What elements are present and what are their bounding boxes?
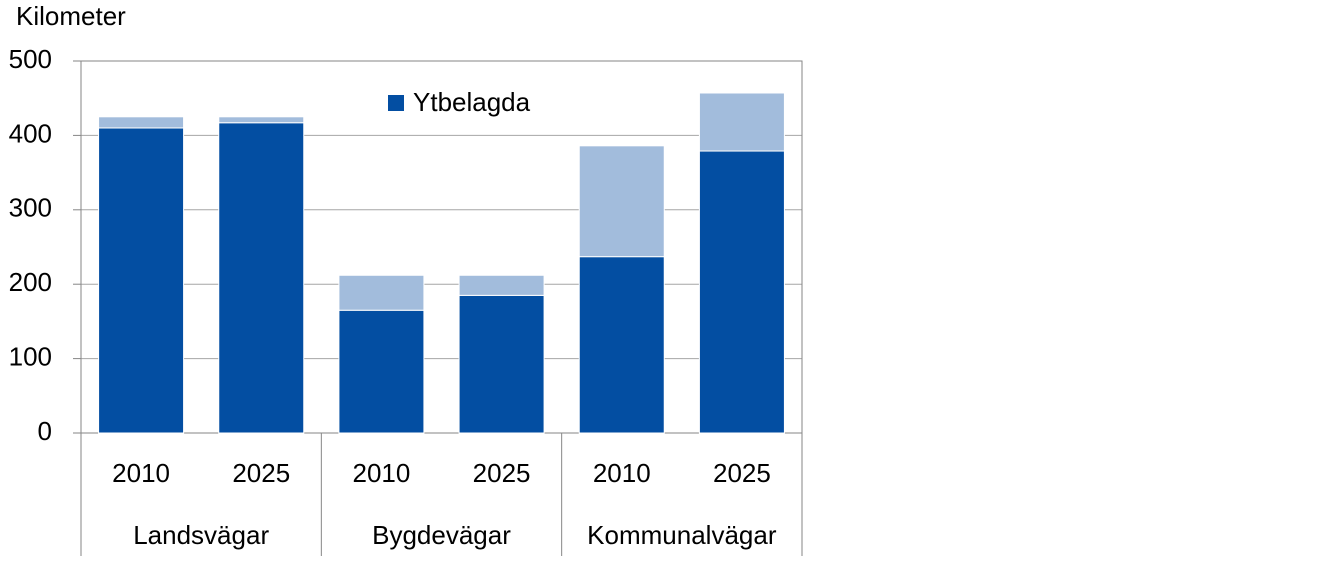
x-tick-label: 2025: [713, 458, 771, 488]
x-tick-label: 2025: [473, 458, 531, 488]
group-label: Bygdevägar: [372, 520, 511, 550]
bar-segment: [698, 92, 785, 152]
bar-segment: [338, 309, 425, 434]
bar-segment: [338, 274, 425, 311]
y-tick-label: 0: [38, 416, 52, 446]
group-label: Kommunalvägar: [587, 520, 777, 550]
bar-segment: [98, 127, 185, 434]
bar-segment: [218, 116, 305, 124]
y-tick-label: 400: [9, 118, 52, 148]
group-label: Landsvägar: [133, 520, 269, 550]
bar-segment: [578, 256, 665, 434]
bar-segment: [458, 274, 545, 296]
plot-border: [80, 60, 803, 434]
y-tick-label: 300: [9, 193, 52, 223]
legend-label: Ytbelagda: [413, 87, 531, 117]
y-tick-label: 100: [9, 341, 52, 371]
legend-swatch: [388, 95, 404, 111]
y-tick-label: 200: [9, 267, 52, 297]
bar-segment: [98, 116, 185, 129]
bar-segment: [698, 150, 785, 434]
x-tick-label: 2010: [112, 458, 170, 488]
x-tick-label: 2025: [232, 458, 290, 488]
bar-segment: [458, 294, 545, 434]
y-axis-title: Kilometer: [16, 1, 126, 31]
y-tick-label: 500: [9, 44, 52, 74]
bar-segment: [578, 145, 665, 258]
x-tick-label: 2010: [593, 458, 651, 488]
bar-segment: [218, 122, 305, 434]
x-tick-label: 2010: [352, 458, 410, 488]
